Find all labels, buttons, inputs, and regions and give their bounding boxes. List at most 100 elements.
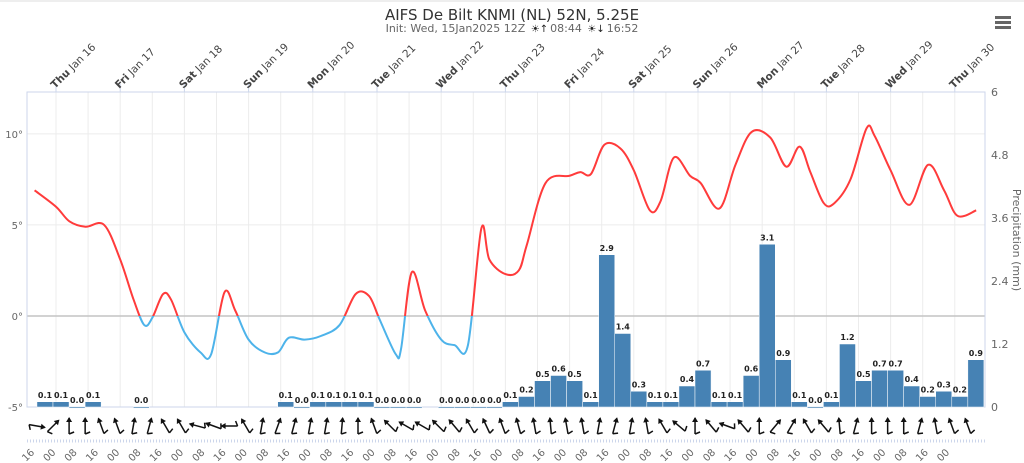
precip-bar <box>36 401 54 408</box>
hour-label: 00 <box>169 447 186 463</box>
precip-value-label: 0.3 <box>937 380 951 389</box>
wind-barb-icon <box>547 417 557 435</box>
wind-barb-icon <box>563 417 574 435</box>
precip-bar <box>437 406 455 409</box>
wind-arrowhead <box>414 421 421 427</box>
date-label: Jan 27 <box>773 39 807 73</box>
wind-barb-icon <box>802 418 816 434</box>
wind-arrowhead <box>53 419 60 426</box>
wind-arrowhead <box>596 417 603 423</box>
precip-bar <box>389 406 407 409</box>
hour-label: 00 <box>489 447 506 463</box>
hour-label: 16 <box>850 447 867 463</box>
precip-bar <box>807 406 824 409</box>
precip-value-label: 0.1 <box>54 391 69 400</box>
wind-barb-icon <box>672 420 688 432</box>
wind-barb-icon <box>146 417 154 435</box>
wind-arrowhead <box>66 417 73 422</box>
wind-arrowhead <box>672 420 678 426</box>
wind-arrowhead <box>563 417 569 423</box>
wind-arrowhead <box>291 417 298 423</box>
day-label: Sat Jan 25 <box>626 43 674 91</box>
wind-barb-icon <box>481 417 495 434</box>
precip-value-label: 0.1 <box>86 391 101 400</box>
wind-barb-icon <box>852 417 860 435</box>
precip-bar <box>373 406 391 409</box>
right-axis-tick-label: 0 <box>991 401 998 414</box>
wind-arrowhead <box>884 417 891 422</box>
chart-title: AIFS De Bilt KNMI (NL) 52N, 5.25E <box>384 6 640 24</box>
precip-value-label: 0.1 <box>664 391 679 400</box>
hour-label: 16 <box>276 447 293 463</box>
wind-arrowhead <box>431 419 438 426</box>
precip-bar <box>775 359 792 408</box>
sunset-icon: ☀↓ <box>587 24 605 35</box>
wind-barb-icon <box>205 421 222 430</box>
sunrise-time: 08:44 <box>550 22 582 35</box>
hour-label: 16 <box>914 447 931 463</box>
precip-bar <box>341 401 359 408</box>
wind-barb <box>458 427 463 433</box>
precip-bar <box>967 359 985 408</box>
precip-bar <box>887 370 904 408</box>
wind-barb-icon <box>612 417 619 435</box>
day-label: Tue Jan 28 <box>819 42 868 91</box>
wind-barb-icon <box>884 417 893 435</box>
wind-barb-icon <box>916 417 924 435</box>
wind-arrowhead <box>383 419 390 426</box>
wind-arrowhead <box>188 422 195 428</box>
precip-value-label: 0.1 <box>327 391 342 400</box>
date-label: Jan 28 <box>834 42 868 76</box>
wind-barb <box>412 424 415 431</box>
wind-arrowhead <box>514 417 521 423</box>
precip-bar <box>710 401 728 408</box>
precip-bar <box>951 396 969 408</box>
precip-bar <box>726 401 744 408</box>
wind-barb <box>308 432 314 435</box>
precip-bar <box>742 375 760 408</box>
wind-barb-icon <box>431 419 447 433</box>
day-label: Thu Jan 16 <box>49 41 99 91</box>
hour-label: 16 <box>595 447 612 463</box>
precip-bar <box>454 406 471 409</box>
wind-arrowhead <box>802 418 808 425</box>
precip-bar <box>277 401 295 408</box>
hour-label: 08 <box>191 447 208 463</box>
wind-barb <box>395 426 399 432</box>
precip-value-label: 0.5 <box>535 370 550 379</box>
precip-bar <box>133 406 150 409</box>
hamburger-menu-icon[interactable] <box>995 16 1011 30</box>
wind-arrowhead <box>276 417 282 424</box>
wind-arrowhead <box>220 423 226 429</box>
wind-arrowhead <box>932 417 939 423</box>
hour-label: 08 <box>318 447 335 463</box>
precip-value-label: 0.2 <box>519 386 533 395</box>
wind-barb-icon <box>786 418 796 435</box>
right-axis-tick-label: 4.8 <box>991 149 1009 162</box>
wind-barb-icon <box>836 417 846 435</box>
wind-arrowhead <box>756 417 763 422</box>
date-label: Jan 18 <box>191 43 225 77</box>
wind-arrowhead <box>97 417 103 424</box>
wind-barb-icon <box>188 422 206 429</box>
precip-value-label: 0.0 <box>471 396 486 405</box>
wind-barb <box>647 430 654 435</box>
day-label: Tue Jan 21 <box>370 42 419 91</box>
wind-barb <box>28 424 31 431</box>
precip-bar <box>582 401 599 408</box>
precip-bar <box>919 396 937 408</box>
wind-arrowhead <box>323 417 330 423</box>
hour-label: 08 <box>637 447 654 463</box>
sunset-time: 16:52 <box>606 22 639 35</box>
precip-value-label: 0.1 <box>279 391 294 400</box>
wind-arrowhead <box>530 417 537 423</box>
wind-barb <box>103 429 109 435</box>
precip-value-label: 0.2 <box>953 386 967 395</box>
left-axis-tick-label: 10° <box>5 130 23 141</box>
wind-barb-icon <box>369 417 382 435</box>
day-label: Sun Jan 26 <box>691 41 741 91</box>
wind-barb-icon <box>737 419 752 433</box>
hour-label: 08 <box>574 447 591 463</box>
precip-bar <box>534 380 551 408</box>
hour-label: 00 <box>42 447 59 463</box>
